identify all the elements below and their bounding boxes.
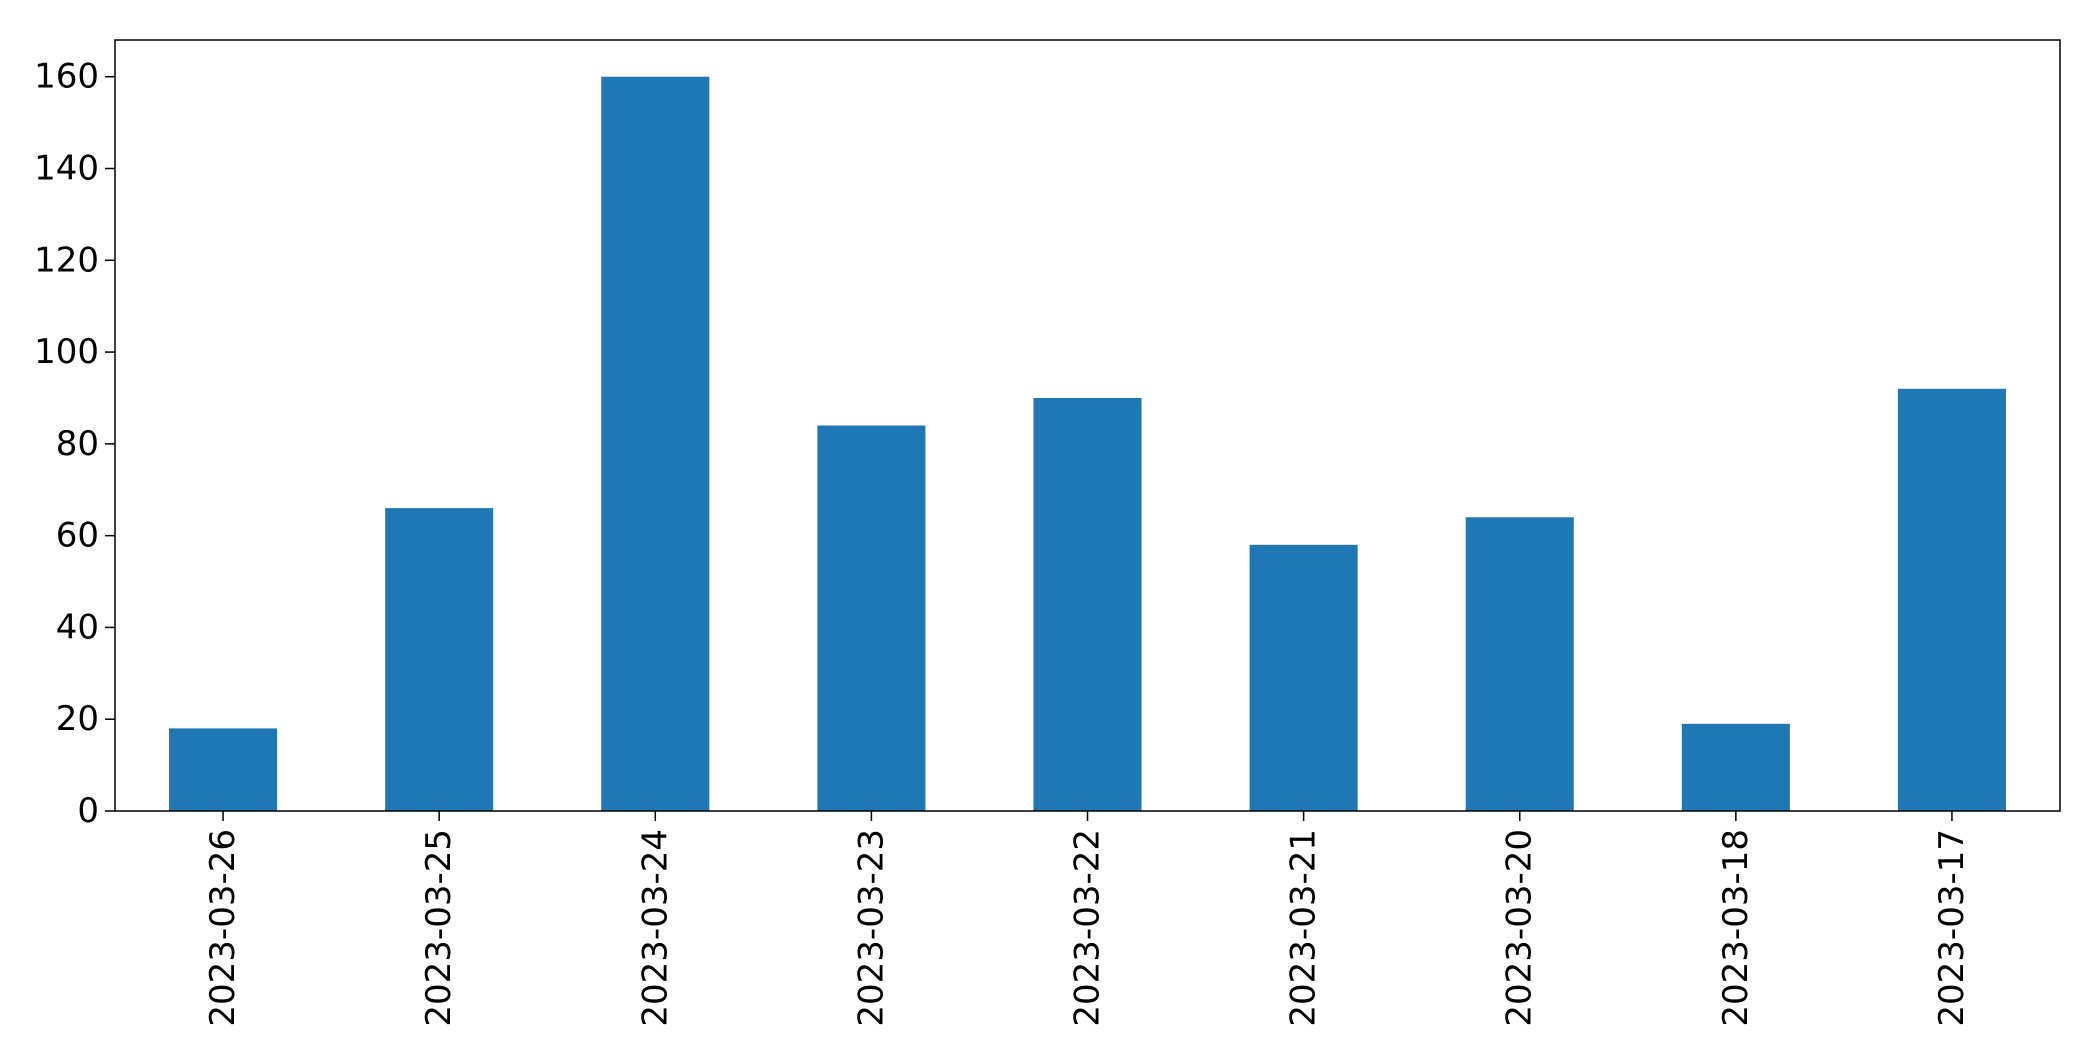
plot-frame [114, 39, 2061, 812]
x-tick-label: 2023-03-17 [1932, 829, 1972, 1027]
y-tick-label: 20 [56, 699, 99, 739]
x-tick-label: 2023-03-24 [635, 829, 675, 1027]
x-axis: 2023-03-26 2023-03-25 2023-03-24 2023-03-23… [203, 811, 1972, 1027]
x-tick-label: 2023-03-23 [851, 829, 891, 1027]
x-tick-label: 2023-03-18 [1716, 829, 1756, 1027]
y-tick-label: 140 [34, 149, 99, 189]
x-tick-label: 2023-03-22 [1068, 829, 1108, 1027]
y-tick-label: 100 [34, 332, 99, 372]
bar-2023-03-21 [1249, 544, 1358, 811]
y-tick-label: 80 [56, 424, 99, 464]
x-tick-label: 2023-03-21 [1284, 829, 1324, 1027]
y-tick-label: 0 [77, 791, 99, 831]
x-tick-label: 2023-03-25 [419, 829, 459, 1027]
bars-group [169, 76, 2006, 811]
y-axis: 0 20 40 60 80 100 120 140 160 [34, 57, 115, 831]
y-tick-label: 60 [56, 516, 99, 556]
bar-2023-03-18 [1681, 723, 1790, 811]
y-tick-label: 160 [34, 57, 99, 97]
bar-2023-03-24 [601, 76, 710, 811]
bar-2023-03-17 [1897, 388, 2006, 811]
bar-2023-03-25 [385, 508, 494, 811]
bar-2023-03-20 [1465, 517, 1574, 811]
bar-2023-03-26 [169, 728, 278, 811]
bar-2023-03-23 [817, 425, 926, 811]
bar-2023-03-22 [1033, 397, 1142, 811]
x-tick-label: 2023-03-20 [1500, 829, 1540, 1027]
y-tick-label: 40 [56, 607, 99, 647]
x-tick-label: 2023-03-26 [203, 829, 243, 1027]
y-tick-label: 120 [34, 240, 99, 280]
